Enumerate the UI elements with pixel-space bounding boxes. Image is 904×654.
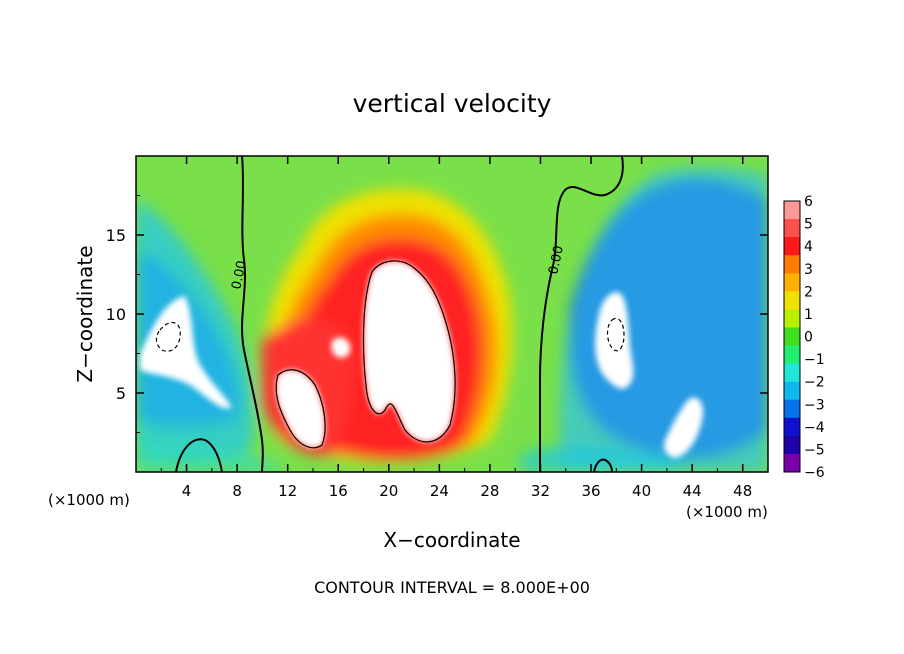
colorbar-label: 4 (804, 239, 813, 255)
colorbar-label: 0 (804, 330, 813, 346)
zero-contour-bottom-right (593, 458, 613, 472)
core-downdraft-right (595, 292, 634, 389)
x-tick-label: 12 (278, 482, 297, 500)
core-downdraft-left (140, 296, 232, 409)
core-downdraft-lower-right (664, 397, 704, 458)
colorbar-swatch (784, 363, 800, 383)
core-updraft-left (276, 369, 326, 448)
colorbar-label: −5 (804, 442, 825, 458)
y-tick-label: 15 (106, 226, 126, 245)
y-axis: 5 10 15 (106, 195, 768, 433)
y-axis-label: Z−coordinate (73, 245, 97, 382)
zero-contour-right (538, 156, 624, 472)
y-tick-label: 5 (116, 384, 126, 403)
colorbar-label: −6 (804, 465, 825, 481)
x-tick-label: 20 (379, 482, 398, 500)
x-unit-left: (×1000 m) (48, 491, 130, 509)
core-updraft-small (331, 337, 351, 358)
y-tick-label: 10 (106, 305, 126, 324)
x-tick-label: 8 (232, 482, 242, 500)
x-unit-right: (×1000 m) (686, 503, 768, 521)
x-axis-label: X−coordinate (383, 528, 520, 552)
colorbar-label: −3 (804, 397, 825, 413)
zero-contour-label-left: 0.00 (229, 259, 250, 290)
x-tick-label: 24 (430, 482, 449, 500)
zero-contour-label-right: 0.00 (546, 244, 567, 275)
downdraft-lower-right-band (520, 445, 680, 472)
colorbar-swatch (784, 327, 800, 347)
colorbar-swatch (784, 201, 800, 220)
core-contours (155, 260, 625, 449)
colorbar-swatch (784, 417, 800, 437)
colorbar-swatch (784, 435, 800, 455)
saturated-cores (140, 260, 704, 458)
chart-title: vertical velocity (353, 89, 552, 118)
colorbar: 6 5 4 3 2 1 0 −1 −2 −3 −4 −5 −6 (783, 194, 825, 481)
colorbar-label: −1 (804, 352, 825, 368)
colorbar-swatch (784, 219, 800, 238)
x-tick-label: 4 (182, 482, 192, 500)
x-tick-label: 44 (683, 482, 702, 500)
colorbar-label: 2 (804, 284, 813, 300)
x-tick-label: 48 (733, 482, 752, 500)
colorbar-swatch (784, 381, 800, 401)
colorbar-swatch (784, 453, 800, 473)
zero-contour-left (241, 156, 264, 472)
colorbar-swatch (784, 237, 800, 256)
downdraft-left-outer (136, 200, 255, 460)
colorbar-label: −4 (804, 420, 825, 436)
colorbar-swatch (784, 273, 800, 292)
x-tick-label: 32 (531, 482, 550, 500)
plot-area: 0.00 0.00 (136, 156, 768, 472)
downdraft-lower-band (136, 437, 280, 472)
colorbar-swatch (784, 255, 800, 274)
downdraft-right-outer (560, 167, 768, 472)
colorbar-swatch (784, 345, 800, 365)
colorbar-label: 6 (804, 194, 813, 210)
colorbar-swatch (784, 399, 800, 419)
colorbar-label: −2 (804, 375, 825, 391)
colorbar-label: 3 (804, 262, 813, 278)
x-tick-label: 40 (632, 482, 651, 500)
colorbar-swatch (784, 309, 800, 328)
colorbar-swatch (784, 291, 800, 310)
colorbar-label: 1 (804, 307, 813, 323)
colorbar-label: 5 (804, 217, 813, 233)
x-axis: 4 8 12 16 20 24 28 32 36 40 44 48 (160, 156, 752, 500)
zero-contour-bottom-left (175, 438, 223, 472)
x-tick-label: 28 (480, 482, 499, 500)
contour-interval-note: CONTOUR INTERVAL = 8.000E+00 (314, 578, 590, 597)
colorbar-frame (783, 200, 801, 473)
core-updraft-main (363, 260, 456, 442)
x-tick-label: 16 (329, 482, 348, 500)
x-tick-label: 36 (581, 482, 600, 500)
